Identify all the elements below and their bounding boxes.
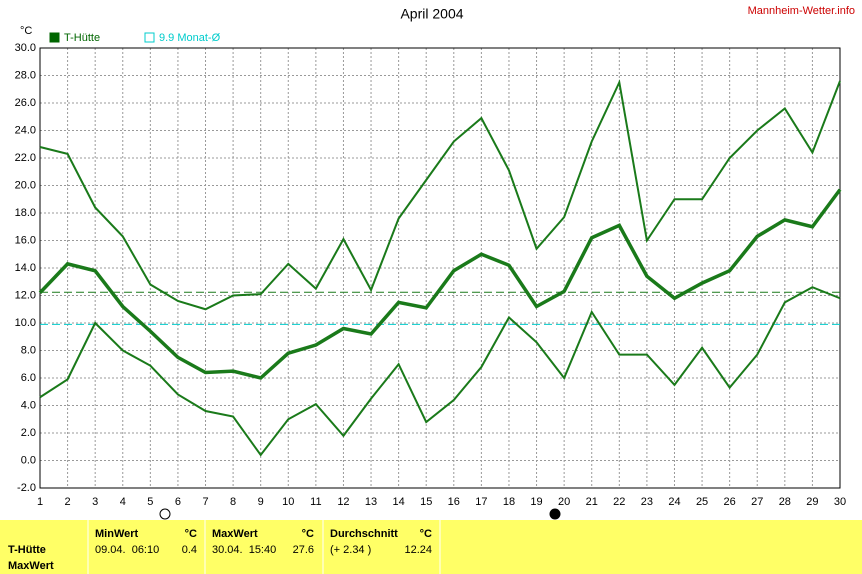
cell: (+ 2.34 ) bbox=[330, 544, 371, 556]
legend-label: T-Hütte bbox=[64, 32, 100, 44]
legend-swatch bbox=[144, 32, 155, 43]
x-tick-label: 22 bbox=[613, 496, 625, 508]
x-tick-label: 19 bbox=[530, 496, 542, 508]
x-tick-label: 29 bbox=[806, 496, 818, 508]
y-tick-label: 0.0 bbox=[21, 454, 36, 466]
x-tick-label: 8 bbox=[230, 496, 236, 508]
x-tick-label: 4 bbox=[120, 496, 126, 508]
moon-icon bbox=[549, 508, 561, 520]
x-tick-label: 18 bbox=[503, 496, 515, 508]
x-tick-label: 20 bbox=[558, 496, 570, 508]
moon-icon bbox=[159, 508, 171, 520]
y-tick-label: 12.0 bbox=[15, 289, 36, 301]
x-tick-label: 16 bbox=[448, 496, 460, 508]
x-tick-label: 5 bbox=[147, 496, 153, 508]
legend-label: 9.9 Monat-Ø bbox=[159, 32, 221, 44]
data-line bbox=[39, 79, 841, 311]
x-tick-label: 26 bbox=[724, 496, 736, 508]
y-tick-label: 20.0 bbox=[15, 179, 36, 191]
table-bg bbox=[0, 520, 862, 574]
cell: 09.04. 06:10 bbox=[95, 544, 159, 556]
x-tick-label: 2 bbox=[65, 496, 71, 508]
chart-title: April 2004 bbox=[400, 6, 463, 22]
x-tick-label: 12 bbox=[337, 496, 349, 508]
x-tick-label: 6 bbox=[175, 496, 181, 508]
row-label: MaxWert bbox=[8, 560, 54, 572]
plot: -2.0 0.0 2.0 4.0 6.0 8.0 10.0 12.0 14.0 16.0 18.0 2… bbox=[15, 32, 847, 508]
x-tick-label: 21 bbox=[586, 496, 598, 508]
x-tick-label: 3 bbox=[92, 496, 98, 508]
source: Mannheim-Wetter.info bbox=[748, 5, 855, 17]
y-tick-label: 14.0 bbox=[15, 262, 36, 274]
x-tick-label: 17 bbox=[475, 496, 487, 508]
column-title: Durchschnitt bbox=[330, 528, 398, 540]
column-title: MaxWert bbox=[212, 528, 258, 540]
cell: 30.04. 15:40 bbox=[212, 544, 276, 556]
cell: 12.24 bbox=[404, 544, 432, 556]
y-unit: °C bbox=[20, 25, 32, 37]
y-tick-label: 6.0 bbox=[21, 372, 36, 384]
column-unit: °C bbox=[185, 528, 197, 540]
y-tick-label: 18.0 bbox=[15, 207, 36, 219]
x-tick-label: 10 bbox=[282, 496, 294, 508]
column-unit: °C bbox=[302, 528, 314, 540]
y-tick-label: 26.0 bbox=[15, 97, 36, 109]
x-tick-label: 14 bbox=[392, 496, 404, 508]
row-label: T-Hütte bbox=[8, 544, 46, 556]
x-tick-label: 24 bbox=[668, 496, 680, 508]
column-title: MinWert bbox=[95, 528, 139, 540]
x-tick-label: 9 bbox=[258, 496, 264, 508]
y-tick-label: 8.0 bbox=[21, 344, 36, 356]
x-tick-label: 27 bbox=[751, 496, 763, 508]
column-unit: °C bbox=[420, 528, 432, 540]
y-tick-label: 4.0 bbox=[21, 399, 36, 411]
x-tick-label: 28 bbox=[779, 496, 791, 508]
x-tick-label: 30 bbox=[834, 496, 846, 508]
y-tick-label: 16.0 bbox=[15, 234, 36, 246]
x-tick-label: 1 bbox=[37, 496, 43, 508]
x-tick-label: 23 bbox=[641, 496, 653, 508]
cell: 0.4 bbox=[182, 544, 197, 556]
y-tick-label: 10.0 bbox=[15, 317, 36, 329]
x-tick-label: 15 bbox=[420, 496, 432, 508]
data-line bbox=[38, 188, 842, 380]
table: T-Hütte MaxWert MinWert °C 09.04. 06:10 0.4 Ma… bbox=[8, 520, 441, 574]
cell: 27.6 bbox=[293, 544, 314, 556]
y-tick-label: -2.0 bbox=[17, 482, 36, 494]
x-tick-label: 13 bbox=[365, 496, 377, 508]
y-tick-label: 24.0 bbox=[15, 124, 36, 136]
plot-frame bbox=[39, 47, 841, 489]
y-tick-label: 2.0 bbox=[21, 427, 36, 439]
y-tick-label: 22.0 bbox=[15, 152, 36, 164]
data-line bbox=[39, 286, 841, 457]
x-tick-label: 7 bbox=[202, 496, 208, 508]
y-tick-label: 28.0 bbox=[15, 69, 36, 81]
x-tick-label: 25 bbox=[696, 496, 708, 508]
y-tick-label: 30.0 bbox=[15, 42, 36, 54]
x-tick-label: 11 bbox=[310, 496, 321, 508]
legend-swatch bbox=[49, 32, 60, 43]
